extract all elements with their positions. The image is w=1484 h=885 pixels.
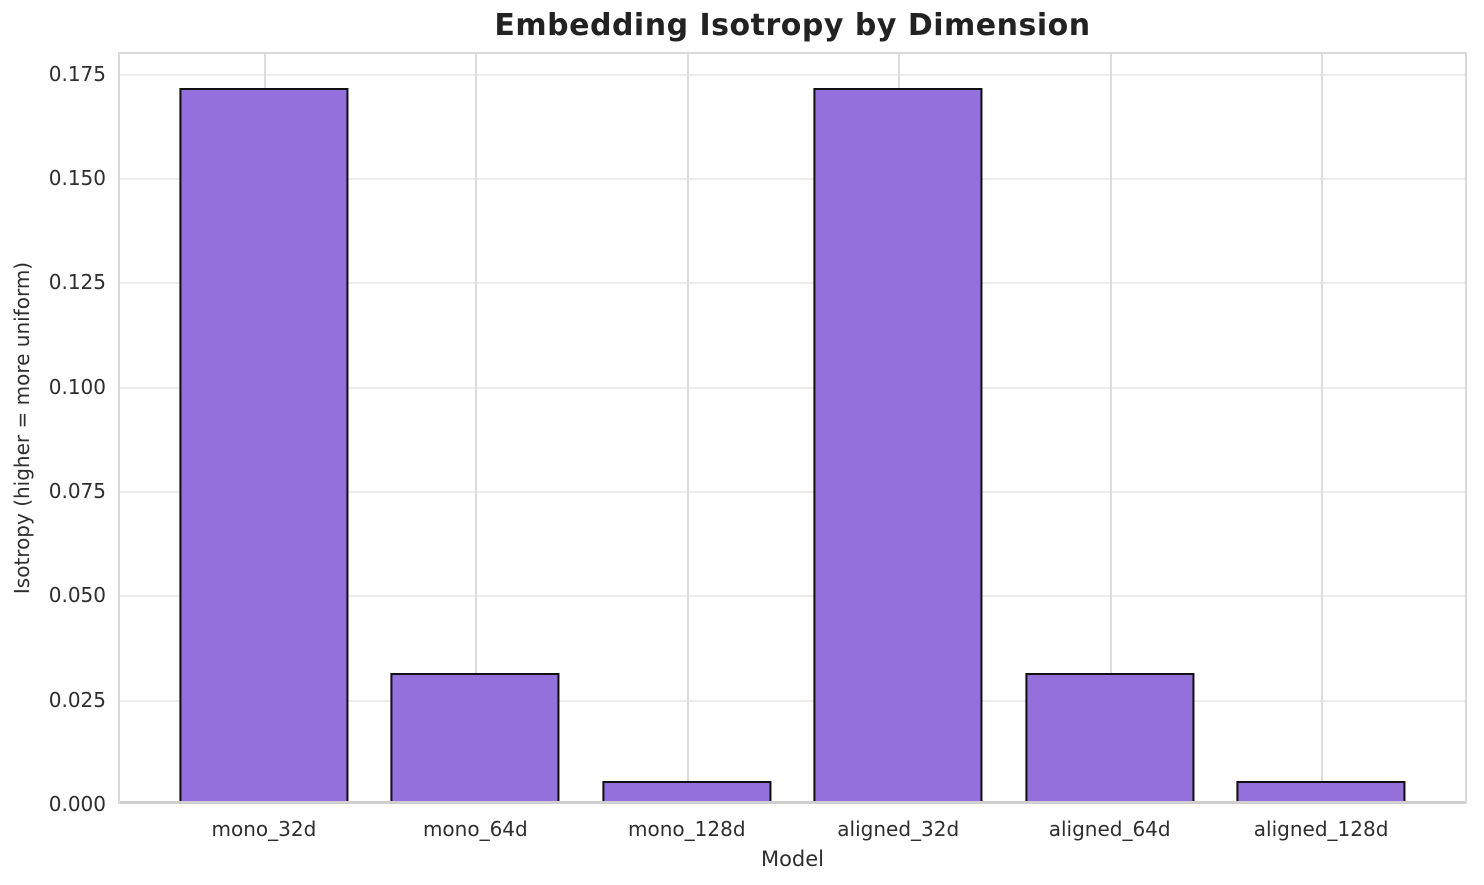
y-tick-label: 0.150 (48, 166, 106, 191)
plot-border-right (1465, 52, 1467, 804)
x-tick-labels: mono_32d mono_64d mono_128d aligned_32d alig… (118, 817, 1467, 845)
x-tick-label: mono_32d (211, 817, 317, 841)
y-tick-label: 0.125 (48, 270, 106, 295)
y-tick-label: 0.025 (48, 687, 106, 712)
chart-title: Embedding Isotropy by Dimension (494, 8, 1091, 43)
x-tick-label: aligned_32d (837, 817, 960, 841)
y-tick-label: 0.050 (48, 583, 106, 608)
plot-area (118, 52, 1467, 804)
x-tick-label: mono_128d (628, 817, 746, 841)
y-tick-label: 0.100 (48, 374, 106, 399)
y-tick-label: 0.075 (48, 479, 106, 503)
y-axis-line (118, 52, 120, 804)
x-gridline (686, 52, 689, 804)
x-tick-label: aligned_64d (1048, 817, 1171, 841)
x-gridline (475, 52, 478, 804)
bar-mono_64d (390, 673, 560, 804)
x-gridline (1109, 52, 1112, 804)
x-tick-label: mono_64d (422, 817, 528, 841)
y-tick-labels: 0.000 0.025 0.050 0.075 0.100 0.125 0.150 0.175 (0, 52, 106, 816)
plot-border-top (118, 52, 1467, 54)
x-gridline (1321, 52, 1324, 804)
y-gridline (118, 595, 1467, 598)
y-gridline (118, 178, 1467, 181)
y-gridline (118, 73, 1467, 76)
x-axis-line (118, 801, 1467, 804)
y-tick-label: 0.175 (48, 61, 106, 86)
x-axis-label: Model (760, 847, 825, 871)
y-tick-label: 0.000 (48, 792, 106, 816)
x-tick-label: aligned_128d (1253, 817, 1389, 841)
y-gridline (118, 491, 1467, 493)
bar-mono_32d (179, 87, 349, 804)
bar-aligned_32d (813, 87, 983, 804)
y-gridline (118, 386, 1467, 389)
y-gridline (118, 282, 1467, 285)
y-gridline (118, 699, 1467, 702)
bar-aligned_64d (1025, 673, 1195, 804)
